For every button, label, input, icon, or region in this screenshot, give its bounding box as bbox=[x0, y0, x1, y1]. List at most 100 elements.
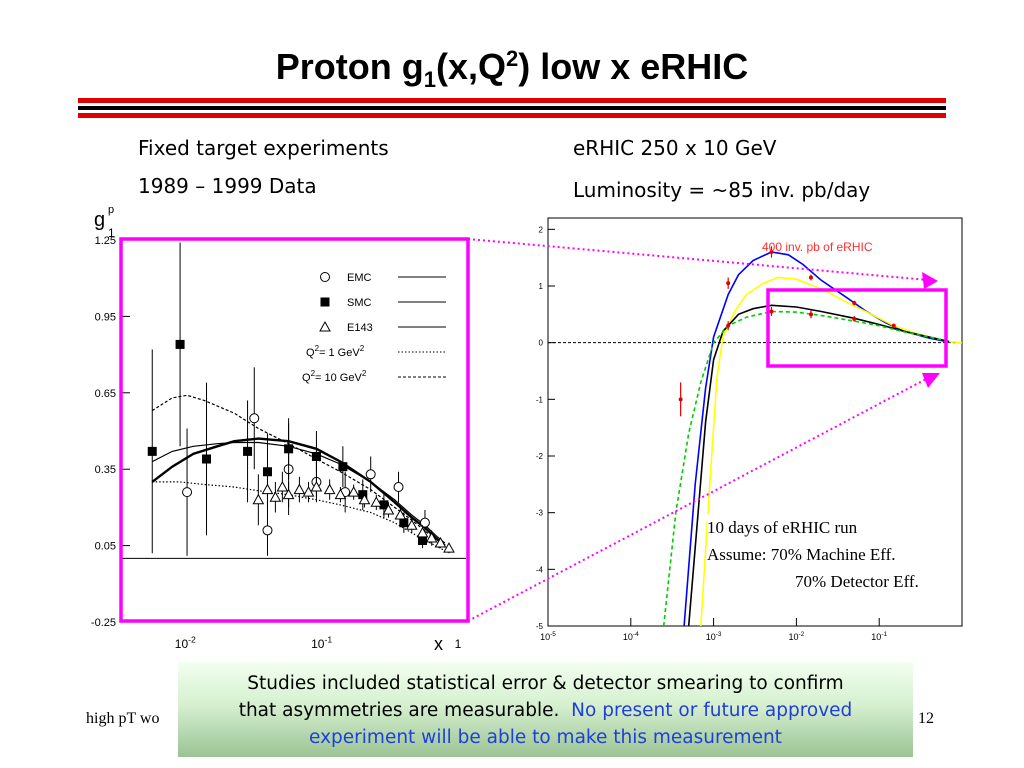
left-point-smc bbox=[358, 490, 368, 500]
right-ytick-label: 0 bbox=[539, 339, 544, 348]
left-ylabel-sub: 1 bbox=[108, 226, 115, 240]
left-point-e143 bbox=[323, 483, 336, 495]
left-point-emc bbox=[419, 517, 430, 528]
legend-label: SMC bbox=[347, 297, 372, 309]
slide-number: 12 bbox=[918, 710, 934, 727]
right-xtick-label: 10-5 bbox=[540, 631, 556, 642]
right-ytick-label: -3 bbox=[536, 509, 544, 518]
left-point-smc bbox=[262, 467, 272, 477]
left-xlabel: x bbox=[434, 634, 443, 654]
left-point-e143 bbox=[310, 480, 323, 492]
left-xtick-label: 10-2 bbox=[175, 635, 196, 651]
zoom-arrow-top bbox=[922, 272, 938, 289]
left-curve-dashed bbox=[151, 394, 446, 547]
right-data-point bbox=[808, 275, 813, 280]
left-point-smc bbox=[284, 444, 294, 454]
left-point-emc bbox=[365, 469, 376, 480]
left-point-e143 bbox=[347, 486, 360, 497]
left-point-smc bbox=[243, 446, 253, 456]
right-curve-3 bbox=[662, 310, 950, 627]
title-sub: 1 bbox=[423, 67, 436, 93]
zoom-overlay bbox=[467, 238, 940, 622]
right-ytick-label: -5 bbox=[536, 622, 544, 631]
left-point-e143 bbox=[261, 483, 274, 495]
note-line3: experiment will be able to make this mea… bbox=[309, 727, 782, 748]
right-curve-1 bbox=[700, 276, 950, 627]
left-point-e143 bbox=[394, 509, 407, 520]
right-zoom-rectangle bbox=[766, 288, 948, 368]
right-data-point bbox=[726, 281, 731, 286]
left-point-e143 bbox=[334, 488, 347, 500]
right-heading-2: Luminosity = ~85 inv. pb/day bbox=[573, 178, 871, 202]
left-highlight-frame bbox=[119, 237, 470, 623]
left-point-emc bbox=[182, 487, 193, 498]
right-ytick-label: 1 bbox=[539, 282, 544, 291]
left-ytick-label: 0.35 bbox=[95, 464, 116, 476]
title-rule-red-1 bbox=[78, 98, 946, 103]
title-mid: (x,Q bbox=[435, 46, 506, 87]
left-point-smc bbox=[379, 500, 389, 510]
erhic-run-note: 10 days of eRHIC run Assume: 70% Machine… bbox=[707, 514, 919, 595]
note-line2-black: that asymmetries are measurable. bbox=[238, 700, 560, 721]
left-ytick-label: 0.65 bbox=[95, 388, 116, 400]
left-point-smc bbox=[202, 454, 212, 464]
left-ytick-label: 1.25 bbox=[95, 235, 116, 247]
legend-label: E143 bbox=[347, 322, 373, 334]
right-data-point bbox=[769, 309, 774, 314]
title-end: ) low x eRHIC bbox=[518, 46, 749, 87]
left-xtick-label: 1 bbox=[455, 637, 462, 651]
left-ylabel: g bbox=[94, 209, 105, 231]
title-main: Proton g bbox=[275, 46, 424, 87]
right-annotation: 400 inv. pb of eRHIC bbox=[762, 240, 873, 254]
right-data-point bbox=[726, 323, 731, 328]
left-point-e143 bbox=[370, 496, 383, 507]
left-point-smc bbox=[311, 451, 321, 461]
left-heading-1: Fixed target experiments bbox=[138, 136, 389, 160]
right-ytick-label: -4 bbox=[536, 565, 544, 574]
left-point-emc bbox=[393, 482, 404, 493]
title-rule-black bbox=[78, 106, 946, 110]
title-rule-red-2 bbox=[78, 113, 946, 118]
right-xtick-label: 10-2 bbox=[789, 631, 805, 642]
note-line2: that asymmetries are measurable. No pres… bbox=[178, 697, 913, 724]
left-point-e143 bbox=[269, 491, 282, 502]
left-ytick-label: 0.95 bbox=[95, 311, 116, 323]
left-point-smc bbox=[147, 446, 157, 456]
left-point-emc bbox=[262, 525, 273, 536]
left-heading-2: 1989 – 1999 Data bbox=[138, 174, 317, 198]
left-ylabel-sup: p bbox=[108, 204, 114, 216]
left-point-smc bbox=[175, 339, 185, 349]
right-xtick-label: 10-1 bbox=[871, 631, 887, 642]
erhic-note-line1: 10 days of eRHIC run bbox=[707, 518, 858, 537]
right-curve-extension bbox=[949, 340, 963, 344]
footer-left-text: high pT wo bbox=[86, 710, 160, 727]
legend-label: EMC bbox=[347, 272, 372, 284]
erhic-note-line2: Assume: 70% Machine Eff. bbox=[707, 545, 896, 564]
note-line1: Studies included statistical error & det… bbox=[247, 673, 844, 694]
right-data-point bbox=[852, 301, 857, 305]
left-point-e143 bbox=[293, 483, 306, 495]
right-data-point bbox=[891, 323, 896, 328]
left-point-e143 bbox=[405, 519, 418, 530]
left-point-e143 bbox=[434, 537, 447, 548]
left-ytick-label: -0.25 bbox=[91, 617, 116, 629]
right-xtick-label: 10-4 bbox=[623, 631, 639, 642]
zoom-line-bottom bbox=[467, 377, 929, 622]
left-point-e143 bbox=[302, 486, 315, 497]
legend-label: Q2= 10 GeV2 bbox=[302, 369, 367, 384]
slide-title: Proton g1(x,Q2) low x eRHIC bbox=[0, 46, 1024, 93]
right-plot-frame bbox=[547, 217, 963, 627]
legend-symbol-e143 bbox=[319, 320, 331, 332]
right-ytick-label: -2 bbox=[536, 452, 544, 461]
left-ytick-label: 0.05 bbox=[95, 541, 116, 553]
left-point-e143 bbox=[282, 488, 295, 500]
left-point-smc bbox=[399, 518, 409, 528]
left-point-e143 bbox=[382, 503, 395, 515]
left-point-e143 bbox=[252, 493, 265, 505]
legend-symbol-smc bbox=[320, 297, 330, 307]
zoom-line-top bbox=[467, 238, 929, 281]
right-ytick-label: -1 bbox=[536, 395, 544, 404]
